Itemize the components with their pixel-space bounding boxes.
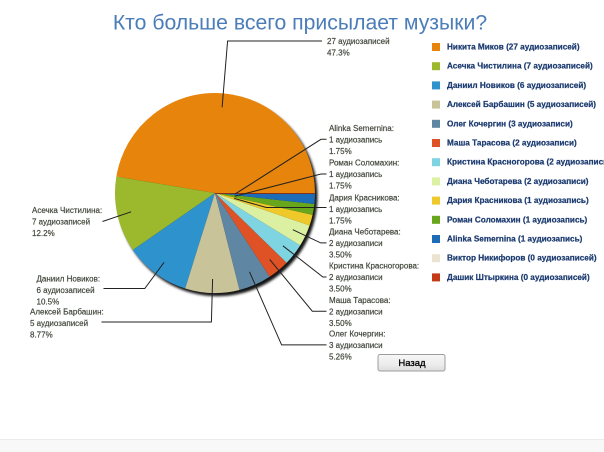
- svg-text:Даниил Новиков:: Даниил Новиков:: [37, 275, 101, 284]
- svg-text:10.5%: 10.5%: [37, 298, 60, 307]
- svg-text:Дария Красникова (1 аудиозапис: Дария Красникова (1 аудиозапись): [447, 196, 589, 205]
- svg-text:8.77%: 8.77%: [30, 331, 53, 340]
- svg-text:2 аудиозаписи: 2 аудиозаписи: [329, 239, 383, 248]
- svg-text:7 аудиозаписей: 7 аудиозаписей: [32, 218, 90, 227]
- svg-text:1.75%: 1.75%: [329, 216, 352, 225]
- svg-text:Дария Красникова:: Дария Красникова:: [329, 193, 400, 202]
- svg-text:Кто больше всего присылает муз: Кто больше всего присылает музыки?: [113, 12, 487, 35]
- svg-text:5 аудиозаписей: 5 аудиозаписей: [30, 319, 88, 328]
- svg-text:Алексей Барбашин (5 аудиозапис: Алексей Барбашин (5 аудиозаписей): [447, 99, 596, 109]
- svg-text:1.75%: 1.75%: [329, 182, 352, 191]
- svg-text:1.75%: 1.75%: [329, 147, 352, 156]
- svg-text:Диана Чеботарева:: Диана Чеботарева:: [329, 228, 401, 237]
- svg-text:Роман Соломахин:: Роман Соломахин:: [329, 159, 399, 168]
- svg-text:Олег Кочергин:: Олег Кочергин:: [329, 330, 385, 339]
- svg-text:3 аудиозаписи: 3 аудиозаписи: [329, 341, 383, 350]
- svg-text:Alinka Semernina:: Alinka Semernina:: [329, 124, 394, 133]
- svg-text:Alinka Semernina (1 аудиозапис: Alinka Semernina (1 аудиозапись): [447, 235, 583, 244]
- svg-text:Олег Кочергин (3 аудиозаписи): Олег Кочергин (3 аудиозаписи): [447, 119, 573, 128]
- svg-text:6 аудиозаписей: 6 аудиозаписей: [37, 286, 95, 295]
- svg-text:Маша Тарасова:: Маша Тарасова:: [329, 296, 391, 305]
- svg-text:Дашик Штыркина (0 аудиозаписей: Дашик Штыркина (0 аудиозаписей): [447, 273, 590, 282]
- svg-text:Никита Миков (27 аудиозаписей): Никита Миков (27 аудиозаписей): [447, 43, 580, 52]
- svg-text:Даниил Новиков (6 аудиозаписей: Даниил Новиков (6 аудиозаписей): [447, 81, 586, 90]
- svg-text:Асечка Чистилина:: Асечка Чистилина:: [32, 206, 102, 215]
- svg-text:Маша Тарасова (2 аудиозаписи): Маша Тарасова (2 аудиозаписи): [447, 139, 577, 148]
- svg-text:3.50%: 3.50%: [329, 285, 352, 294]
- svg-text:Роман Соломахин (1 аудиозапись: Роман Соломахин (1 аудиозапись): [447, 215, 588, 224]
- svg-text:2 аудиозаписи: 2 аудиозаписи: [329, 307, 383, 316]
- svg-text:1 аудиозапись: 1 аудиозапись: [329, 136, 382, 145]
- svg-text:Кристина Красногорова (2 аудио: Кристина Красногорова (2 аудиозаписи): [447, 158, 604, 167]
- svg-text:Кристина Красногорова:: Кристина Красногорова:: [329, 262, 419, 271]
- svg-text:27 аудиозаписей: 27 аудиозаписей: [327, 37, 390, 46]
- svg-text:2 аудиозаписи: 2 аудиозаписи: [329, 273, 383, 282]
- svg-text:Алексей Барбашин:: Алексей Барбашин:: [30, 308, 104, 317]
- svg-text:1 аудиозапись: 1 аудиозапись: [329, 205, 382, 214]
- svg-text:12.2%: 12.2%: [32, 229, 55, 238]
- svg-text:47.3%: 47.3%: [327, 49, 350, 58]
- svg-text:Асечка Чистилина (7 аудиозапис: Асечка Чистилина (7 аудиозаписей): [447, 62, 593, 71]
- svg-text:3.50%: 3.50%: [329, 319, 352, 328]
- svg-text:1 аудиозапись: 1 аудиозапись: [329, 170, 382, 179]
- svg-text:Диана Чеботарева (2 аудиозапис: Диана Чеботарева (2 аудиозаписи): [447, 176, 589, 186]
- svg-text:Назад: Назад: [398, 358, 426, 369]
- svg-text:5.26%: 5.26%: [329, 353, 352, 362]
- svg-text:3.50%: 3.50%: [329, 251, 352, 260]
- svg-text:Виктор Никифоров (0 аудиозапис: Виктор Никифоров (0 аудиозаписей): [447, 254, 597, 263]
